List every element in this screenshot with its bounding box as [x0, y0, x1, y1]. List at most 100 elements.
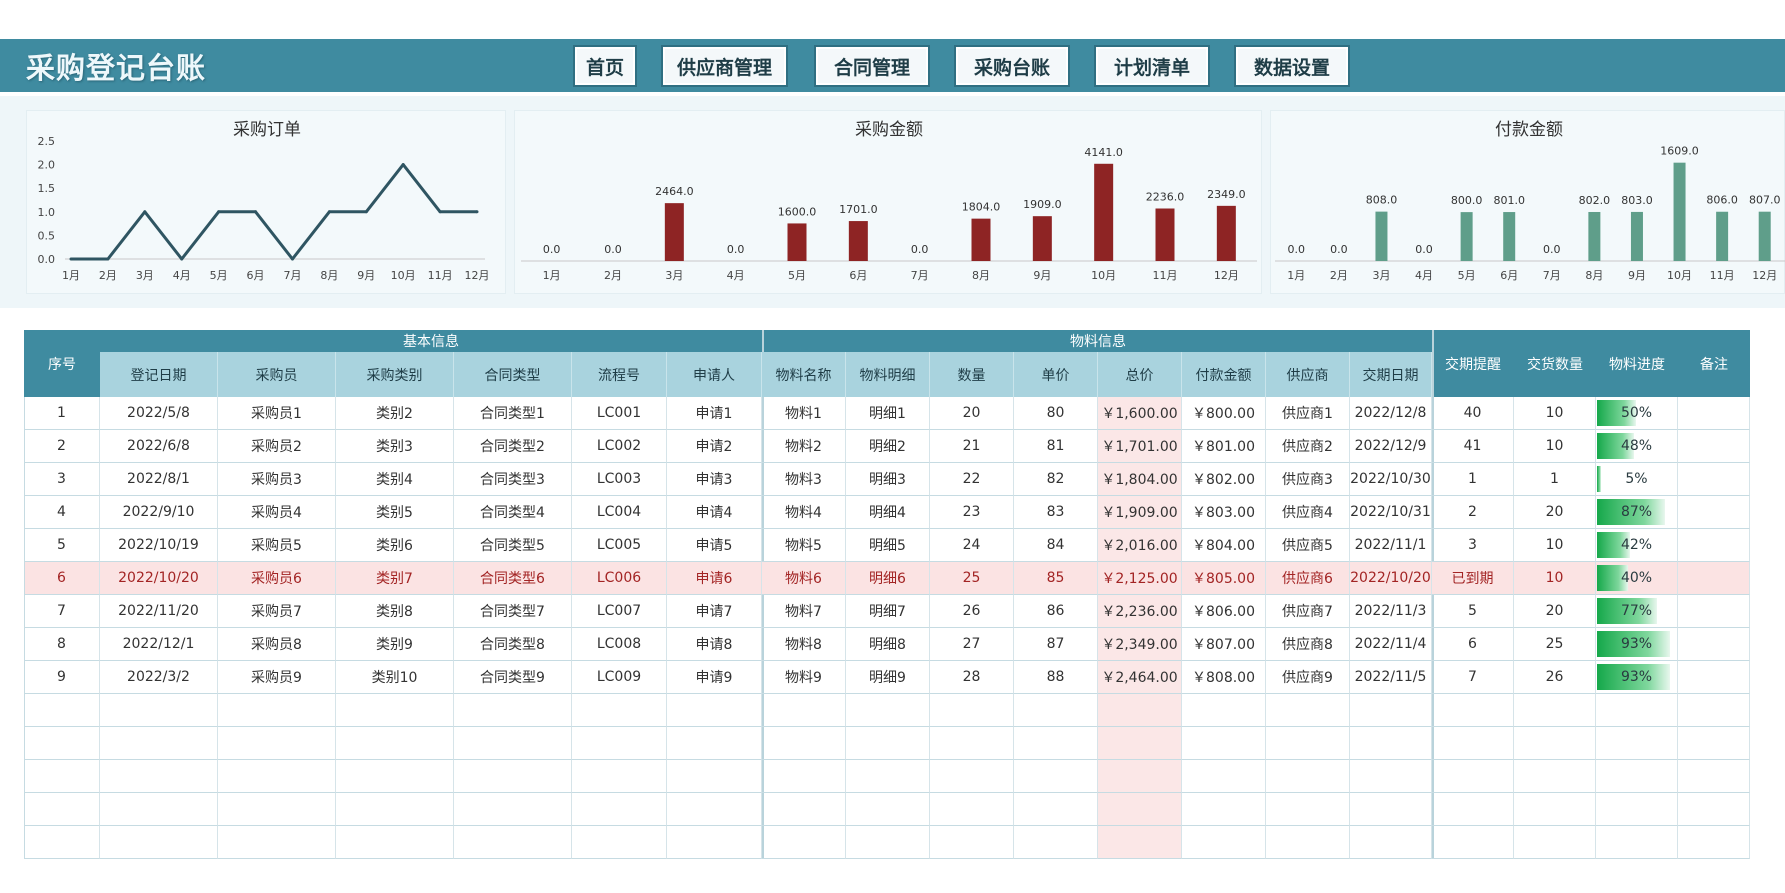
empty-cell[interactable]: [1098, 793, 1182, 826]
remark-cell[interactable]: [1678, 661, 1750, 694]
table-cell[interactable]: ￥1,600.00: [1098, 397, 1182, 430]
table-cell[interactable]: 合同类型6: [454, 562, 572, 595]
table-cell[interactable]: 已到期: [1432, 562, 1514, 595]
column-header[interactable]: 交期日期: [1350, 352, 1432, 397]
table-cell[interactable]: 类别10: [336, 661, 454, 694]
empty-cell[interactable]: [336, 727, 454, 760]
empty-cell[interactable]: [336, 694, 454, 727]
table-cell[interactable]: 3: [24, 463, 100, 496]
table-cell[interactable]: 2022/8/1: [100, 463, 218, 496]
table-cell[interactable]: 2022/6/8: [100, 430, 218, 463]
table-cell[interactable]: 2022/10/19: [100, 529, 218, 562]
table-row[interactable]: 2 2022/6/8 采购员2 类别3 合同类型2 LC002 申请2 物料2 明细2 21 81 ￥…: [24, 430, 1750, 463]
remark-cell[interactable]: [1678, 529, 1750, 562]
column-header[interactable]: 流程号: [572, 352, 667, 397]
empty-cell[interactable]: [846, 826, 930, 859]
table-cell[interactable]: 7: [1432, 661, 1514, 694]
table-cell[interactable]: 83: [1014, 496, 1098, 529]
table-cell[interactable]: 明细5: [846, 529, 930, 562]
column-header[interactable]: 物料进度: [1609, 356, 1665, 373]
empty-cell[interactable]: [454, 694, 572, 727]
empty-cell[interactable]: [1182, 694, 1266, 727]
table-cell[interactable]: 86: [1014, 595, 1098, 628]
empty-cell[interactable]: [667, 727, 762, 760]
remark-cell[interactable]: [1678, 496, 1750, 529]
table-cell[interactable]: 申请4: [667, 496, 762, 529]
empty-cell[interactable]: [572, 694, 667, 727]
empty-cell[interactable]: [1596, 694, 1678, 727]
table-cell[interactable]: LC001: [572, 397, 667, 430]
table-cell[interactable]: 类别7: [336, 562, 454, 595]
table-row[interactable]: 5 2022/10/19 采购员5 类别6 合同类型5 LC005 申请5 物料5 明细5 24 8…: [24, 529, 1750, 562]
table-cell[interactable]: 2022/11/5: [1350, 661, 1432, 694]
table-cell[interactable]: 申请7: [667, 595, 762, 628]
empty-cell[interactable]: [667, 793, 762, 826]
column-header[interactable]: 序号: [48, 356, 76, 373]
column-header[interactable]: 供应商: [1266, 352, 1350, 397]
table-cell[interactable]: 申请1: [667, 397, 762, 430]
table-cell[interactable]: 10: [1514, 430, 1596, 463]
remark-cell[interactable]: [1678, 430, 1750, 463]
table-row[interactable]: 7 2022/11/20 采购员7 类别8 合同类型7 LC007 申请7 物料7 明细7 26 8…: [24, 595, 1750, 628]
table-cell[interactable]: 供应商9: [1266, 661, 1350, 694]
column-header[interactable]: 合同类型: [454, 352, 572, 397]
empty-cell[interactable]: [1596, 793, 1678, 826]
table-row[interactable]: 4 2022/9/10 采购员4 类别5 合同类型4 LC004 申请4 物料4 明细4 23 83…: [24, 496, 1750, 529]
empty-cell[interactable]: [1596, 727, 1678, 760]
table-cell[interactable]: 采购员3: [218, 463, 336, 496]
empty-cell[interactable]: [1182, 760, 1266, 793]
table-cell[interactable]: 27: [930, 628, 1014, 661]
table-cell[interactable]: 采购员5: [218, 529, 336, 562]
table-cell[interactable]: 类别9: [336, 628, 454, 661]
table-cell[interactable]: 80: [1014, 397, 1098, 430]
table-cell[interactable]: 类别6: [336, 529, 454, 562]
empty-cell[interactable]: [218, 727, 336, 760]
table-cell[interactable]: 20: [1514, 496, 1596, 529]
table-cell[interactable]: 2022/11/20: [100, 595, 218, 628]
table-cell[interactable]: 物料6: [762, 562, 846, 595]
table-cell[interactable]: ￥1,701.00: [1098, 430, 1182, 463]
table-cell[interactable]: 明细2: [846, 430, 930, 463]
table-cell[interactable]: 23: [930, 496, 1014, 529]
remark-cell[interactable]: [1678, 397, 1750, 430]
table-cell[interactable]: 41: [1432, 430, 1514, 463]
table-cell[interactable]: 供应商6: [1266, 562, 1350, 595]
empty-cell[interactable]: [762, 826, 846, 859]
table-cell[interactable]: 类别5: [336, 496, 454, 529]
empty-cell[interactable]: [336, 760, 454, 793]
table-cell[interactable]: 6: [24, 562, 100, 595]
table-cell[interactable]: 采购员2: [218, 430, 336, 463]
empty-cell[interactable]: [218, 826, 336, 859]
empty-cell[interactable]: [762, 727, 846, 760]
empty-cell[interactable]: [454, 727, 572, 760]
table-cell[interactable]: 采购员4: [218, 496, 336, 529]
table-cell[interactable]: ￥2,464.00: [1098, 661, 1182, 694]
empty-cell[interactable]: [762, 694, 846, 727]
empty-cell[interactable]: [1098, 727, 1182, 760]
table-cell[interactable]: 7: [24, 595, 100, 628]
nav-supplier-button[interactable]: 供应商管理: [663, 47, 786, 85]
empty-row[interactable]: [24, 793, 1750, 826]
table-cell[interactable]: 2: [24, 430, 100, 463]
progress-cell[interactable]: 77%: [1596, 595, 1678, 628]
table-cell[interactable]: ￥806.00: [1182, 595, 1266, 628]
table-cell[interactable]: 2022/10/20: [100, 562, 218, 595]
empty-cell[interactable]: [1350, 793, 1432, 826]
column-header[interactable]: 付款金额: [1182, 352, 1266, 397]
table-cell[interactable]: 物料7: [762, 595, 846, 628]
table-row[interactable]: 1 2022/5/8 采购员1 类别2 合同类型1 LC001 申请1 物料1 明细1 20 80 ￥…: [24, 397, 1750, 430]
column-header[interactable]: 备注: [1700, 356, 1728, 373]
empty-cell[interactable]: [100, 727, 218, 760]
table-cell[interactable]: 22: [930, 463, 1014, 496]
table-row[interactable]: 9 2022/3/2 采购员9 类别10 合同类型9 LC009 申请9 物料9 明细9 28 88…: [24, 661, 1750, 694]
progress-cell[interactable]: 42%: [1596, 529, 1678, 562]
empty-cell[interactable]: [1266, 793, 1350, 826]
table-cell[interactable]: ￥1,909.00: [1098, 496, 1182, 529]
empty-row[interactable]: [24, 760, 1750, 793]
empty-cell[interactable]: [1678, 694, 1750, 727]
empty-cell[interactable]: [1014, 826, 1098, 859]
table-cell[interactable]: ￥805.00: [1182, 562, 1266, 595]
empty-cell[interactable]: [846, 727, 930, 760]
table-cell[interactable]: 合同类型4: [454, 496, 572, 529]
empty-cell[interactable]: [930, 727, 1014, 760]
